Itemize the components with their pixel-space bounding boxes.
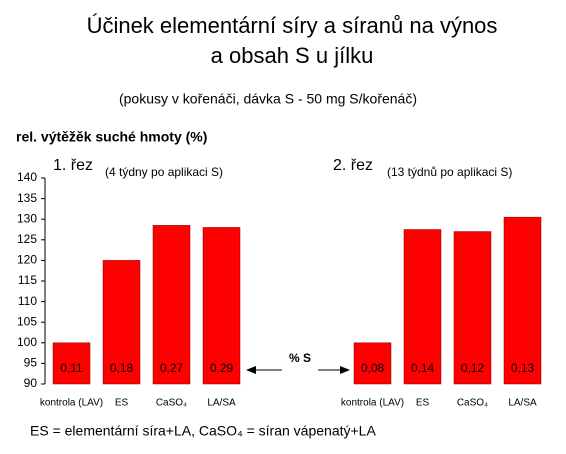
s-label: 0,18	[110, 361, 134, 375]
x-tick-label: CaSO₄	[156, 398, 187, 409]
s-label: 0,11	[60, 361, 83, 375]
y-tick-label: 100	[17, 335, 37, 349]
bar	[503, 216, 542, 385]
bar	[353, 342, 392, 385]
y-tick-label: 105	[17, 314, 37, 328]
x-tick-label: ES	[115, 398, 129, 409]
y-tick-label: 95	[24, 356, 38, 370]
bar	[403, 229, 442, 385]
bar	[453, 231, 492, 385]
y-tick-label: 120	[17, 253, 37, 267]
y-tick-label: 115	[18, 273, 37, 287]
panel-note: (13 týdnů po aplikaci S)	[387, 165, 512, 179]
x-tick-label: CaSO₄	[457, 398, 488, 409]
x-tick-label: kontrola (LAV)	[40, 398, 103, 409]
y-tick-label: 125	[17, 232, 37, 246]
arrow-head	[246, 366, 256, 374]
bar	[152, 225, 191, 385]
panel-label: 2. řez	[333, 157, 373, 174]
x-tick-label: LA/SA	[207, 398, 236, 409]
x-tick-label: kontrola (LAV)	[341, 398, 404, 409]
bar	[202, 227, 241, 385]
x-tick-label: LA/SA	[508, 398, 537, 409]
arrow-head	[340, 366, 350, 374]
s-label: 0,08	[361, 361, 385, 375]
y-tick-label: 135	[17, 191, 37, 205]
bar	[102, 260, 141, 385]
s-label: 0,13	[511, 361, 535, 375]
subtitle: (pokusy v kořenáči, dávka S - 50 mg S/ko…	[119, 91, 417, 107]
s-label: 0,12	[461, 361, 485, 375]
y-tick-label: 130	[17, 211, 37, 225]
y-axis-label: rel. výtěžěk suché hmoty (%)	[16, 129, 207, 145]
s-label: 0,27	[160, 361, 184, 375]
panel-label: 1. řez	[53, 157, 93, 174]
chart-title: Účinek elementární síry a síranů na výno…	[87, 13, 498, 38]
footnote: ES = elementární síra+LA, CaSO₄ = síran …	[30, 423, 376, 439]
s-label: 0,29	[210, 361, 234, 375]
annotation: % S	[289, 351, 311, 365]
bar	[52, 342, 91, 385]
panel-note: (4 týdny po aplikaci S)	[105, 165, 223, 179]
y-tick-label: 90	[24, 376, 38, 390]
chart-title: a obsah S u jílku	[211, 43, 374, 68]
x-tick-label: ES	[416, 398, 430, 409]
y-tick-label: 140	[17, 170, 37, 184]
s-label: 0,14	[411, 361, 435, 375]
y-tick-label: 110	[18, 294, 37, 308]
